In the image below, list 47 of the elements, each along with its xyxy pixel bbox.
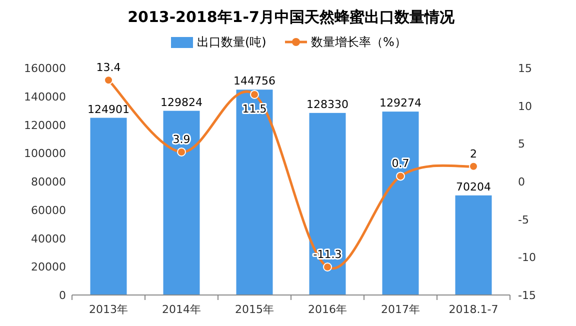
y2-tick-label: -10	[518, 251, 536, 264]
y2-tick-label: 15	[518, 62, 532, 75]
bar	[90, 118, 127, 295]
y-tick-label: 160000	[24, 62, 66, 75]
data-label: 129274	[380, 96, 422, 110]
y-tick-label: 60000	[31, 204, 66, 217]
point	[323, 262, 332, 272]
data-label: 129824	[160, 96, 202, 109]
x-tick-label: 2016年	[308, 303, 347, 316]
data-label: 3.9	[172, 132, 190, 146]
data-label: 0.7	[392, 157, 410, 170]
chart-title: 2013-2018年1-7月中国天然蜂蜜出口数量情况	[128, 8, 456, 26]
x-tick-label: 2013年	[89, 303, 128, 316]
y2-tick-label: 5	[518, 138, 525, 151]
point	[104, 76, 113, 85]
data-label: 128330	[306, 98, 348, 111]
x-tick-label: 2015年	[235, 303, 274, 316]
data-label: 2	[470, 147, 477, 160]
bar	[309, 112, 346, 295]
point	[396, 172, 405, 181]
data-label: 70204	[456, 180, 491, 194]
y-tick-label: 140000	[24, 90, 66, 104]
bar	[236, 90, 273, 295]
y-tick-label: 120000	[24, 118, 66, 132]
y2-tick-label: 0	[518, 176, 525, 188]
data-label: 124901	[88, 102, 130, 116]
point	[469, 162, 478, 171]
data-label: 13.4	[96, 61, 121, 74]
point	[250, 90, 259, 99]
y2-tick-label: -5	[518, 213, 529, 226]
y2-tick-label: 10	[518, 100, 532, 113]
y-tick-label: 100000	[24, 147, 66, 160]
legend-label: 出口数量(吨)	[197, 35, 266, 49]
y2-tick-label: -15	[518, 289, 536, 302]
bar	[382, 112, 419, 295]
y-tick-label: 0	[59, 289, 66, 302]
y-tick-label: 40000	[31, 232, 66, 246]
x-tick-label: 2018.1-7	[448, 303, 498, 316]
y-tick-label: 20000	[31, 260, 66, 274]
bar	[163, 110, 200, 295]
x-tick-label: 2017年	[381, 303, 420, 316]
legend-label: 数量增长率（%）	[311, 35, 406, 49]
y-tick-label: 80000	[31, 176, 66, 188]
data-label: 144756	[234, 74, 276, 88]
bar	[455, 195, 492, 295]
x-tick-label: 2014年	[162, 303, 201, 316]
point	[177, 147, 186, 156]
